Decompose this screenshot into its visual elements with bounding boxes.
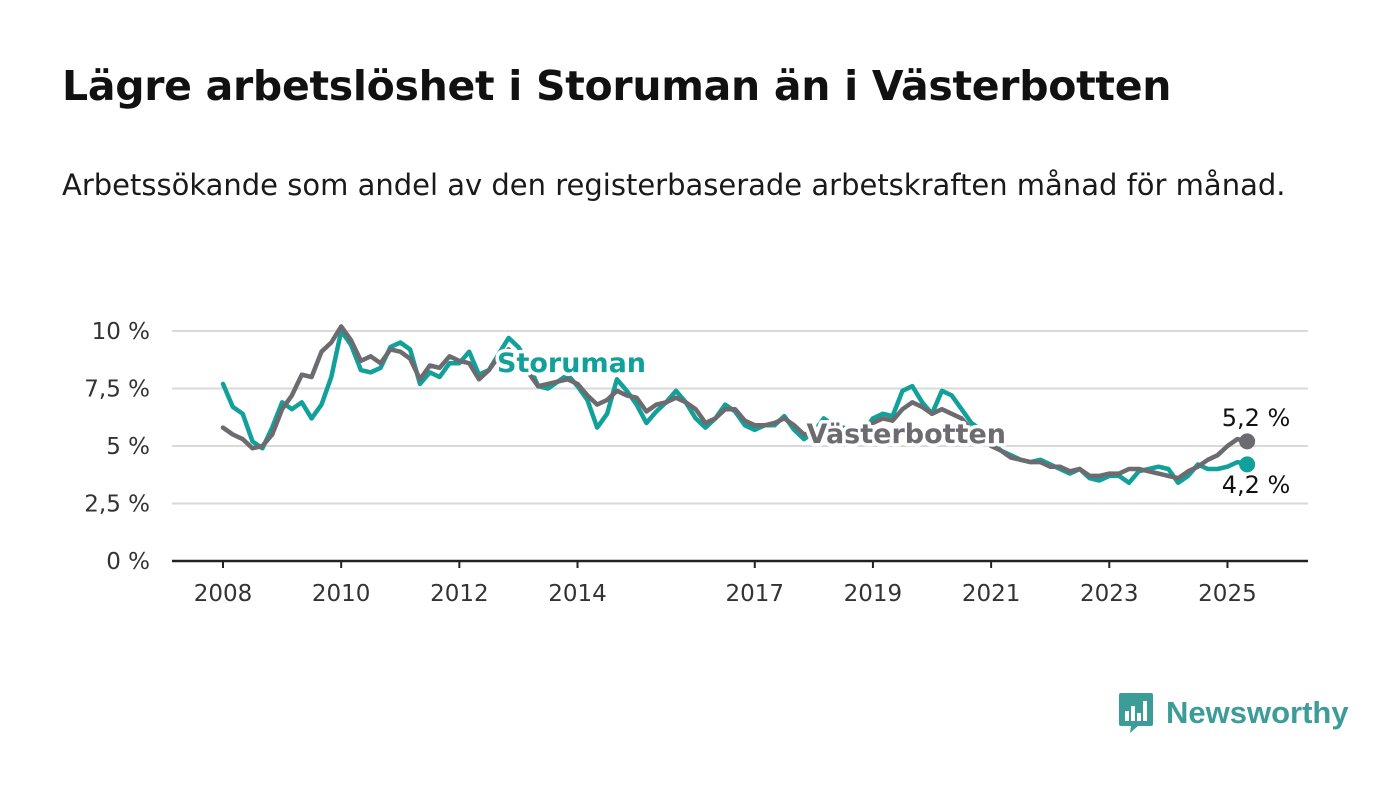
vasterbotten-series-label-halo: Västerbotten (807, 419, 1006, 450)
vasterbotten-end-dot (1239, 433, 1256, 450)
storuman-end-dot (1239, 456, 1256, 473)
vasterbotten-line (220, 324, 1250, 481)
x-tick-label: 2012 (430, 581, 489, 607)
vasterbotten-end-label: 5,2 % (1222, 404, 1291, 432)
vasterbotten-series-label: Västerbotten (807, 419, 1006, 450)
storuman-series-label: Storuman (497, 348, 646, 379)
x-tick-label: 2017 (725, 581, 784, 607)
storuman-end-label: 4,2 % (1222, 471, 1291, 499)
y-tick-label: 0 % (106, 549, 150, 575)
y-tick-label: 5 % (106, 434, 150, 460)
x-tick-label: 2025 (1198, 581, 1257, 607)
y-tick-label: 2,5 % (84, 492, 150, 518)
series-labels: StorumanStorumanVästerbottenVästerbotten… (494, 345, 1291, 500)
chart-subtitle: Arbetssökande som andel av den registerb… (62, 168, 1286, 202)
axes: 0 % 2,5 % 5 % 7,5 % 10 % 2008 2010 2012 2014 2017… (84, 319, 1308, 607)
chart-title: Lägre arbetslöshet i Storuman än i Väste… (62, 62, 1172, 110)
y-tick-label: 7,5 % (84, 377, 150, 403)
brand-logo: Newsworthy (1118, 690, 1349, 736)
x-tick-label: 2023 (1080, 581, 1139, 607)
x-tick-label: 2010 (312, 581, 371, 607)
x-tick-label: 2019 (844, 581, 903, 607)
storuman-line (220, 328, 1250, 486)
x-tick-label: 2008 (194, 581, 253, 607)
x-tick-label: 2014 (548, 581, 607, 607)
gridlines (172, 330, 1308, 505)
bar-chart-speech-bubble-icon (1119, 693, 1153, 733)
x-tick-label: 2021 (962, 581, 1021, 607)
storuman-series-label-halo: Storuman (497, 348, 646, 379)
y-tick-label: 10 % (92, 319, 150, 345)
brand-name: Newsworthy (1166, 695, 1349, 730)
series-lines (220, 324, 1256, 486)
